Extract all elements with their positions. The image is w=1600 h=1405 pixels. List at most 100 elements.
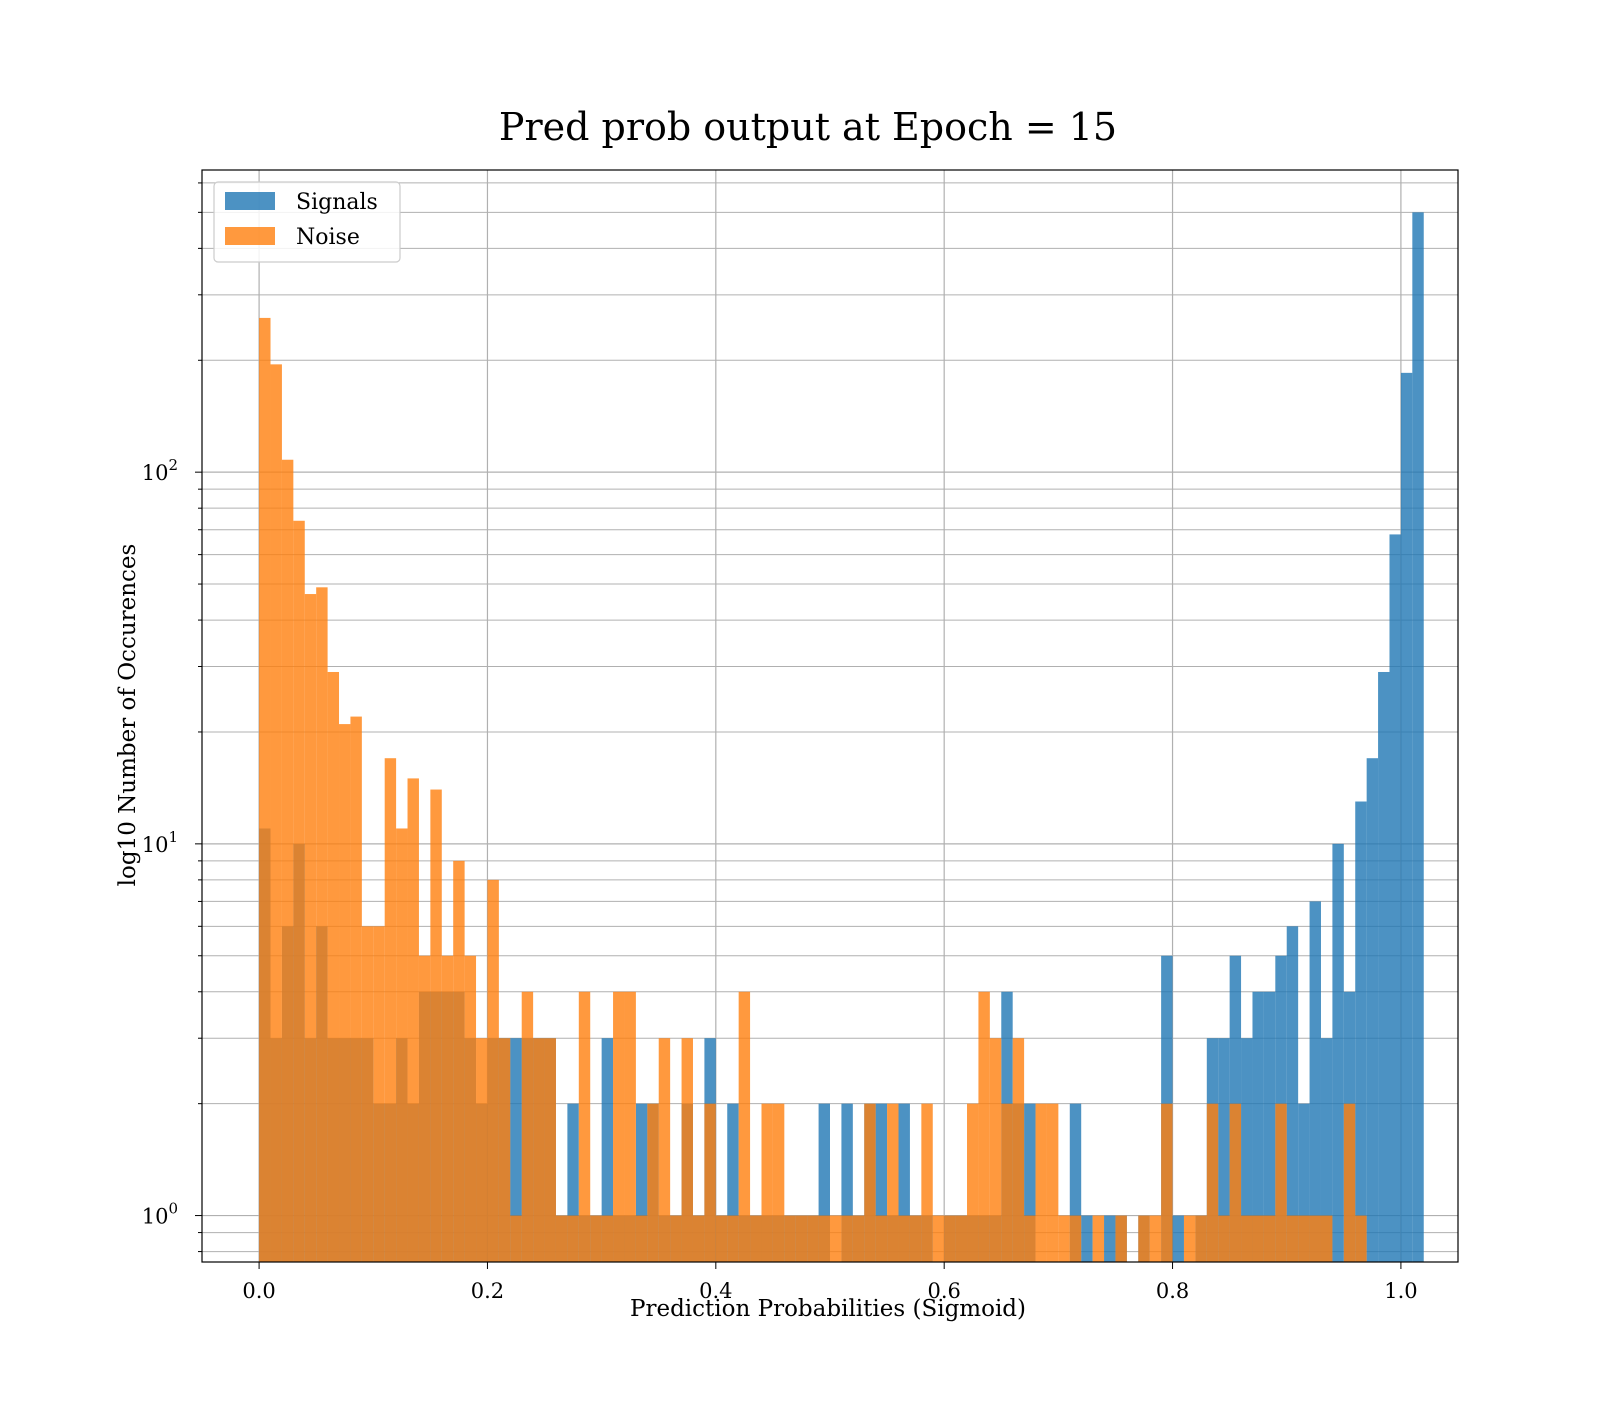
- bar-signals: [601, 1038, 614, 1262]
- bar-noise: [1298, 1215, 1310, 1262]
- bar-noise: [818, 1215, 830, 1262]
- x-tick-label: 0.0: [242, 1279, 275, 1303]
- bar-signals: [1069, 1103, 1082, 1262]
- bar-noise: [521, 991, 534, 1262]
- chart-title: Pred prob output at Epoch = 15: [499, 105, 1117, 149]
- bar-signals: [1104, 1215, 1116, 1262]
- bar-noise: [887, 1103, 899, 1262]
- bar-noise: [1218, 1215, 1230, 1262]
- bar-noise: [1183, 1215, 1196, 1262]
- bar-noise: [1001, 1103, 1013, 1262]
- bar-noise: [1195, 1215, 1207, 1262]
- bar-noise: [1012, 1038, 1025, 1262]
- x-tick-label: 0.6: [927, 1279, 960, 1303]
- bar-noise: [989, 1038, 1002, 1262]
- legend: Signals Noise: [213, 181, 401, 263]
- bar-noise: [898, 1215, 910, 1262]
- bar-noise: [327, 671, 340, 1262]
- bar-noise: [533, 1038, 545, 1262]
- bar-signals: [510, 1038, 522, 1262]
- bar-noise: [464, 955, 477, 1262]
- bar-signals: [1400, 372, 1413, 1262]
- bar-noise: [396, 828, 408, 1262]
- bar-noise: [476, 1038, 488, 1262]
- bar-noise: [304, 594, 317, 1262]
- bar-noise: [384, 758, 397, 1262]
- bar-noise: [727, 1215, 739, 1262]
- bar-signals: [1366, 758, 1379, 1262]
- bar-noise: [339, 724, 351, 1262]
- bar-noise: [1343, 1103, 1356, 1262]
- bar-noise: [1252, 1215, 1264, 1262]
- bar-signals: [1298, 1103, 1310, 1262]
- bar-signals: [841, 1103, 853, 1262]
- bar-noise: [738, 991, 751, 1262]
- bar-noise: [1149, 1215, 1162, 1262]
- bar-noise: [1355, 1215, 1367, 1262]
- bar-noise: [1309, 1215, 1321, 1262]
- bars: [259, 212, 1424, 1263]
- bar-noise: [510, 1215, 522, 1262]
- bar-noise: [967, 1103, 979, 1262]
- bar-noise: [1263, 1215, 1276, 1262]
- bar-signals: [1252, 991, 1264, 1262]
- bar-noise: [807, 1215, 819, 1262]
- bar-noise: [784, 1215, 796, 1262]
- bar-signals: [1024, 1103, 1036, 1262]
- y-tick-label: 101: [142, 828, 178, 857]
- bar-noise: [624, 991, 636, 1262]
- bar-signals: [1263, 991, 1276, 1262]
- bar-noise: [1092, 1215, 1105, 1262]
- bar-signals: [1332, 843, 1344, 1262]
- bar-noise: [498, 1038, 511, 1262]
- legend-label-noise: Noise: [296, 225, 360, 250]
- bar-noise: [852, 1215, 865, 1262]
- bar-noise: [316, 587, 328, 1262]
- bar-noise: [932, 1215, 945, 1262]
- bar-signals: [898, 1103, 910, 1262]
- bar-noise: [955, 1215, 968, 1262]
- bar-noise: [613, 991, 625, 1262]
- legend-label-signals: Signals: [296, 190, 378, 215]
- bar-noise: [1058, 1215, 1070, 1262]
- bar-noise: [1035, 1103, 1047, 1262]
- bar-noise: [350, 716, 362, 1262]
- bar-noise: [1115, 1215, 1127, 1262]
- bar-noise: [647, 1103, 659, 1262]
- bar-noise: [658, 1038, 671, 1262]
- bar-noise: [1229, 1103, 1242, 1262]
- bar-noise: [715, 1215, 728, 1262]
- bar-noise: [601, 1215, 614, 1262]
- x-tick-label: 0.4: [699, 1279, 732, 1303]
- x-axis-label: Prediction Probabilities (Sigmoid): [630, 1296, 1026, 1322]
- bar-noise: [281, 459, 294, 1262]
- bar-signals: [1355, 801, 1367, 1262]
- bar-signals: [1218, 1038, 1230, 1262]
- bar-noise: [921, 1103, 933, 1262]
- bar-noise: [978, 991, 990, 1262]
- x-tick-label: 0.2: [471, 1279, 504, 1303]
- bar-noise: [441, 955, 454, 1262]
- bar-signals: [1241, 1038, 1253, 1262]
- y-tick-label: 102: [142, 456, 178, 485]
- bar-noise: [1286, 1215, 1299, 1262]
- bar-signals: [1286, 926, 1299, 1262]
- bar-noise: [670, 1215, 682, 1262]
- bar-noise: [544, 1038, 556, 1262]
- bar-noise: [270, 364, 282, 1262]
- bar-noise: [293, 520, 305, 1262]
- bar-signals: [1081, 1215, 1093, 1262]
- bar-noise: [772, 1103, 785, 1262]
- bar-signals: [1309, 901, 1321, 1262]
- bar-noise: [590, 1215, 602, 1262]
- bar-signals: [1172, 1215, 1184, 1262]
- bar-noise: [750, 1215, 762, 1262]
- bar-noise: [864, 1103, 876, 1262]
- bar-signals: [1378, 671, 1390, 1262]
- bar-noise: [944, 1215, 956, 1262]
- bar-noise: [567, 1215, 579, 1262]
- bar-signals: [635, 1103, 648, 1262]
- bar-noise: [407, 778, 419, 1262]
- bar-noise: [1320, 1215, 1333, 1262]
